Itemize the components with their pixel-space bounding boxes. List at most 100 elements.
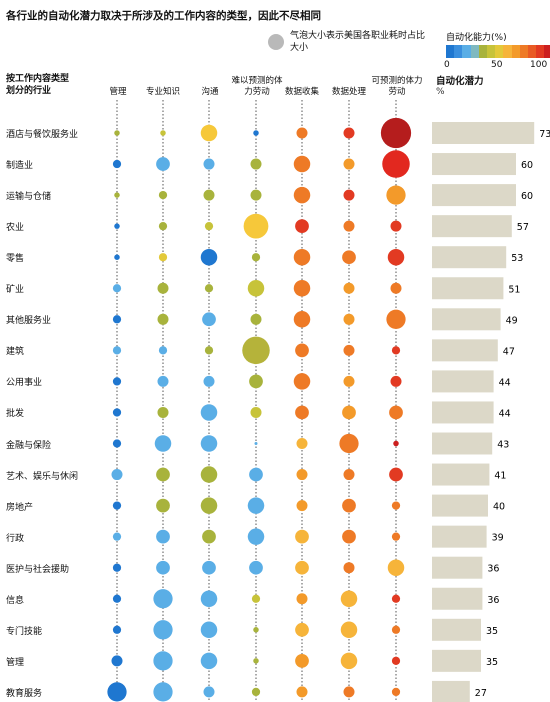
- potential-header: 自动化潜力: [436, 76, 484, 87]
- potential-value-label: 53: [511, 253, 523, 264]
- bubble: [112, 315, 122, 324]
- bubble: [112, 284, 122, 293]
- color-scale-tick-0: 0: [444, 60, 450, 70]
- bubble: [114, 223, 120, 229]
- bubble: [204, 222, 214, 231]
- bubble: [203, 686, 215, 698]
- bubble: [393, 440, 399, 447]
- bubble: [390, 375, 402, 387]
- bubble: [250, 189, 262, 201]
- bubble: [200, 248, 218, 266]
- bubble: [295, 219, 309, 234]
- color-scale-tick-100: 100: [530, 60, 548, 70]
- bubble: [390, 220, 402, 232]
- chart-title: 各行业的自动化潜力取决于所涉及的工作内容的类型，因此不尽相同: [6, 10, 321, 22]
- potential-value-label: 51: [508, 284, 520, 295]
- bubble: [343, 282, 355, 294]
- bubble: [391, 656, 401, 665]
- bubble: [343, 189, 355, 201]
- potential-bar: [432, 153, 516, 176]
- color-scale-bar: [446, 45, 550, 58]
- potential-bar: [432, 246, 507, 269]
- potential-bar: [432, 277, 504, 300]
- bubble: [342, 250, 356, 265]
- bubble: [153, 589, 173, 609]
- row-label: 酒店与餐饮服务业: [6, 130, 79, 140]
- bubble: [387, 248, 405, 266]
- row-label: 房地产: [6, 502, 34, 513]
- bubble: [200, 497, 218, 514]
- bubble: [293, 186, 311, 204]
- bubble: [107, 682, 127, 702]
- bubble: [114, 192, 120, 198]
- color-scale-swatch: [503, 45, 512, 58]
- column-label-communication: 沟通: [201, 87, 219, 97]
- bubble: [293, 311, 311, 328]
- color-scale-swatch: [544, 45, 550, 58]
- bubble: [386, 309, 406, 329]
- bubble: [156, 529, 170, 544]
- bubble: [200, 652, 218, 670]
- bubble: [249, 467, 263, 482]
- bubble: [295, 653, 309, 668]
- column-label-expertise: 专业知识: [145, 87, 180, 97]
- color-scale-swatch: [478, 45, 487, 58]
- bubble: [253, 627, 259, 633]
- bubble: [293, 155, 311, 173]
- potential-bar: [432, 432, 493, 455]
- bubble: [114, 254, 120, 260]
- bubble: [382, 150, 410, 178]
- potential-bar: [432, 556, 483, 579]
- row-label: 行政: [6, 533, 25, 544]
- bubble: [154, 435, 172, 452]
- potential-value-label: 57: [517, 222, 529, 233]
- bubble: [247, 528, 265, 545]
- bubble: [293, 373, 311, 390]
- bubble: [204, 346, 214, 355]
- bubble: [249, 374, 263, 389]
- row-label: 批发: [6, 409, 25, 420]
- bubble: [250, 313, 262, 325]
- bubble: [157, 406, 169, 418]
- potential-bar: [432, 649, 481, 672]
- color-scale-swatch: [495, 45, 504, 58]
- row-label: 其他服务业: [6, 316, 52, 327]
- color-scale-label: 自动化能力(%): [446, 33, 507, 43]
- bubble: [114, 130, 120, 136]
- bubble: [249, 560, 263, 575]
- bubble: [200, 124, 218, 142]
- bubble: [254, 442, 258, 445]
- bubble: [250, 158, 262, 170]
- bubble: [391, 346, 401, 355]
- bubble: [251, 687, 261, 697]
- bubble: [242, 336, 270, 365]
- bubble: [157, 282, 169, 294]
- row-header-line-2: 划分的行业: [6, 86, 52, 96]
- bubble: [380, 117, 412, 149]
- potential-bar: [432, 122, 535, 144]
- bubble: [342, 529, 356, 544]
- bubble: [296, 686, 308, 698]
- bubble: [200, 404, 218, 421]
- bubble: [160, 130, 166, 136]
- bubble: [389, 467, 403, 482]
- potential-bar: [432, 215, 512, 238]
- color-scale-swatch: [486, 45, 496, 58]
- bubble: [391, 687, 401, 697]
- bubble: [389, 405, 403, 420]
- color-scale-swatch: [519, 45, 528, 58]
- row-label: 信息: [6, 595, 25, 606]
- bubble: [295, 560, 309, 575]
- row-label: 医护与社会援助: [6, 564, 70, 575]
- bubble: [112, 501, 122, 510]
- bubble: [296, 438, 308, 449]
- potential-value-label: 35: [486, 657, 498, 668]
- color-scale-swatch: [536, 45, 545, 58]
- bubble: [293, 280, 311, 297]
- bubble: [157, 375, 169, 387]
- bubble: [112, 159, 122, 169]
- bubble: [343, 158, 355, 170]
- potential-bar: [432, 525, 487, 548]
- potential-value-label: 47: [503, 346, 515, 357]
- row-label: 金融与保险: [6, 440, 52, 451]
